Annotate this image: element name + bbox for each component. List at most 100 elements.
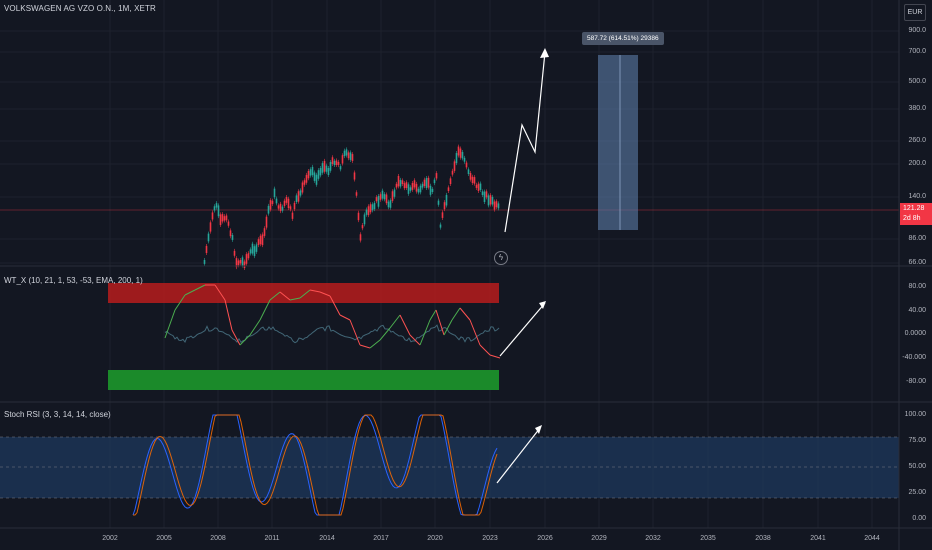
candle-body: [455, 153, 458, 164]
stoch-tick: 0.00: [912, 515, 926, 522]
candle-body: [301, 182, 304, 193]
wt-tick: -40.000: [902, 354, 926, 361]
candle-body: [283, 200, 286, 206]
candle-body: [437, 200, 440, 205]
candle-body: [431, 188, 434, 192]
candle-body: [415, 183, 418, 192]
lightning-icon[interactable]: ϟ: [494, 251, 508, 265]
stoch-rsi-label[interactable]: Stoch RSI (3, 3, 14, 14, close): [4, 410, 111, 419]
candle-body: [361, 225, 364, 229]
time-tick: 2032: [645, 535, 661, 542]
candle-body: [491, 196, 494, 205]
time-tick: 2011: [264, 535, 280, 542]
candle-body: [265, 216, 268, 228]
candle-body: [223, 216, 226, 221]
candle-body: [239, 260, 242, 264]
candle-body: [323, 160, 326, 172]
candle-body: [367, 206, 370, 216]
wt-tick: 0.0000: [904, 330, 926, 337]
price-pane: [0, 48, 899, 270]
candle-body: [381, 190, 384, 199]
candle-body: [299, 190, 302, 196]
time-tick: 2014: [319, 535, 335, 542]
candle-body: [215, 203, 218, 208]
candle-body: [379, 194, 382, 200]
price-tick: 380.0: [908, 105, 926, 112]
wt-line: [399, 314, 411, 336]
price-tick: 260.0: [908, 137, 926, 144]
candle-body: [335, 160, 338, 166]
candle-body: [305, 174, 308, 183]
candle-body: [355, 192, 358, 196]
wt-line: [319, 291, 331, 297]
time-tick: 2023: [482, 535, 498, 542]
time-tick: 2044: [864, 535, 880, 542]
wt-line: [451, 307, 461, 321]
candle-body: [405, 182, 408, 189]
price-tick: 66.00: [908, 259, 926, 266]
candle-body: [399, 179, 402, 187]
wt-line: [443, 319, 453, 336]
candle-body: [235, 258, 238, 268]
candle-body: [275, 198, 278, 204]
candle-body: [249, 249, 252, 254]
candle-body: [465, 162, 468, 168]
wt-line: [469, 319, 481, 346]
candle-body: [483, 191, 486, 203]
candle-body: [329, 161, 332, 171]
candle-body: [375, 197, 378, 202]
candle-body: [297, 191, 300, 202]
candle-body: [383, 194, 386, 200]
wt-line: [249, 319, 261, 336]
candle-body: [479, 183, 482, 190]
wt-tick: 40.00: [908, 307, 926, 314]
candle-body: [485, 191, 488, 198]
wt-line: [429, 309, 437, 321]
stoch-projection-arrow: [496, 427, 541, 484]
time-tick: 2026: [537, 535, 553, 542]
candle-body: [461, 151, 464, 159]
candle-body: [293, 202, 296, 210]
candle-body: [411, 183, 414, 190]
stoch-d-line: [133, 414, 498, 516]
candle-body: [359, 234, 362, 241]
candle-body: [497, 203, 500, 209]
time-tick: 2002: [102, 535, 118, 542]
stoch-tick: 25.00: [908, 489, 926, 496]
wt-line: [389, 314, 401, 329]
candle-body: [349, 152, 352, 160]
candle-body: [473, 177, 476, 184]
currency-button[interactable]: EUR: [904, 4, 926, 21]
candle-body: [225, 215, 228, 221]
candle-body: [217, 205, 220, 217]
candle-body: [303, 180, 306, 185]
candle-body: [243, 261, 246, 268]
candle-body: [391, 191, 394, 201]
wt-line: [419, 319, 431, 346]
candle-body: [307, 170, 310, 179]
time-tick: 2041: [810, 535, 826, 542]
wavetrend-label[interactable]: WT_X (10, 21, 1, 53, -53, EMA, 200, 1): [4, 276, 143, 285]
arrow-head: [535, 425, 542, 434]
wt-line: [359, 344, 371, 349]
candle-body: [471, 176, 474, 183]
wt-tick: -80.00: [906, 378, 926, 385]
time-tick: 2038: [755, 535, 771, 542]
bar-countdown: 2d 8h: [903, 215, 921, 222]
wavetrend-pane: [108, 283, 546, 390]
candle-body: [343, 150, 346, 157]
candle-body: [387, 201, 390, 208]
candle-body: [403, 183, 406, 189]
candle-body: [209, 222, 212, 232]
candle-body: [445, 194, 448, 206]
candle-body: [385, 194, 388, 204]
candle-body: [259, 235, 262, 245]
candle-body: [441, 212, 444, 218]
arrow-head: [539, 301, 546, 309]
candle-body: [393, 189, 396, 197]
time-tick: 2020: [427, 535, 443, 542]
candle-body: [281, 206, 284, 211]
wt-histogram: [164, 324, 500, 344]
wt-line: [435, 309, 445, 336]
